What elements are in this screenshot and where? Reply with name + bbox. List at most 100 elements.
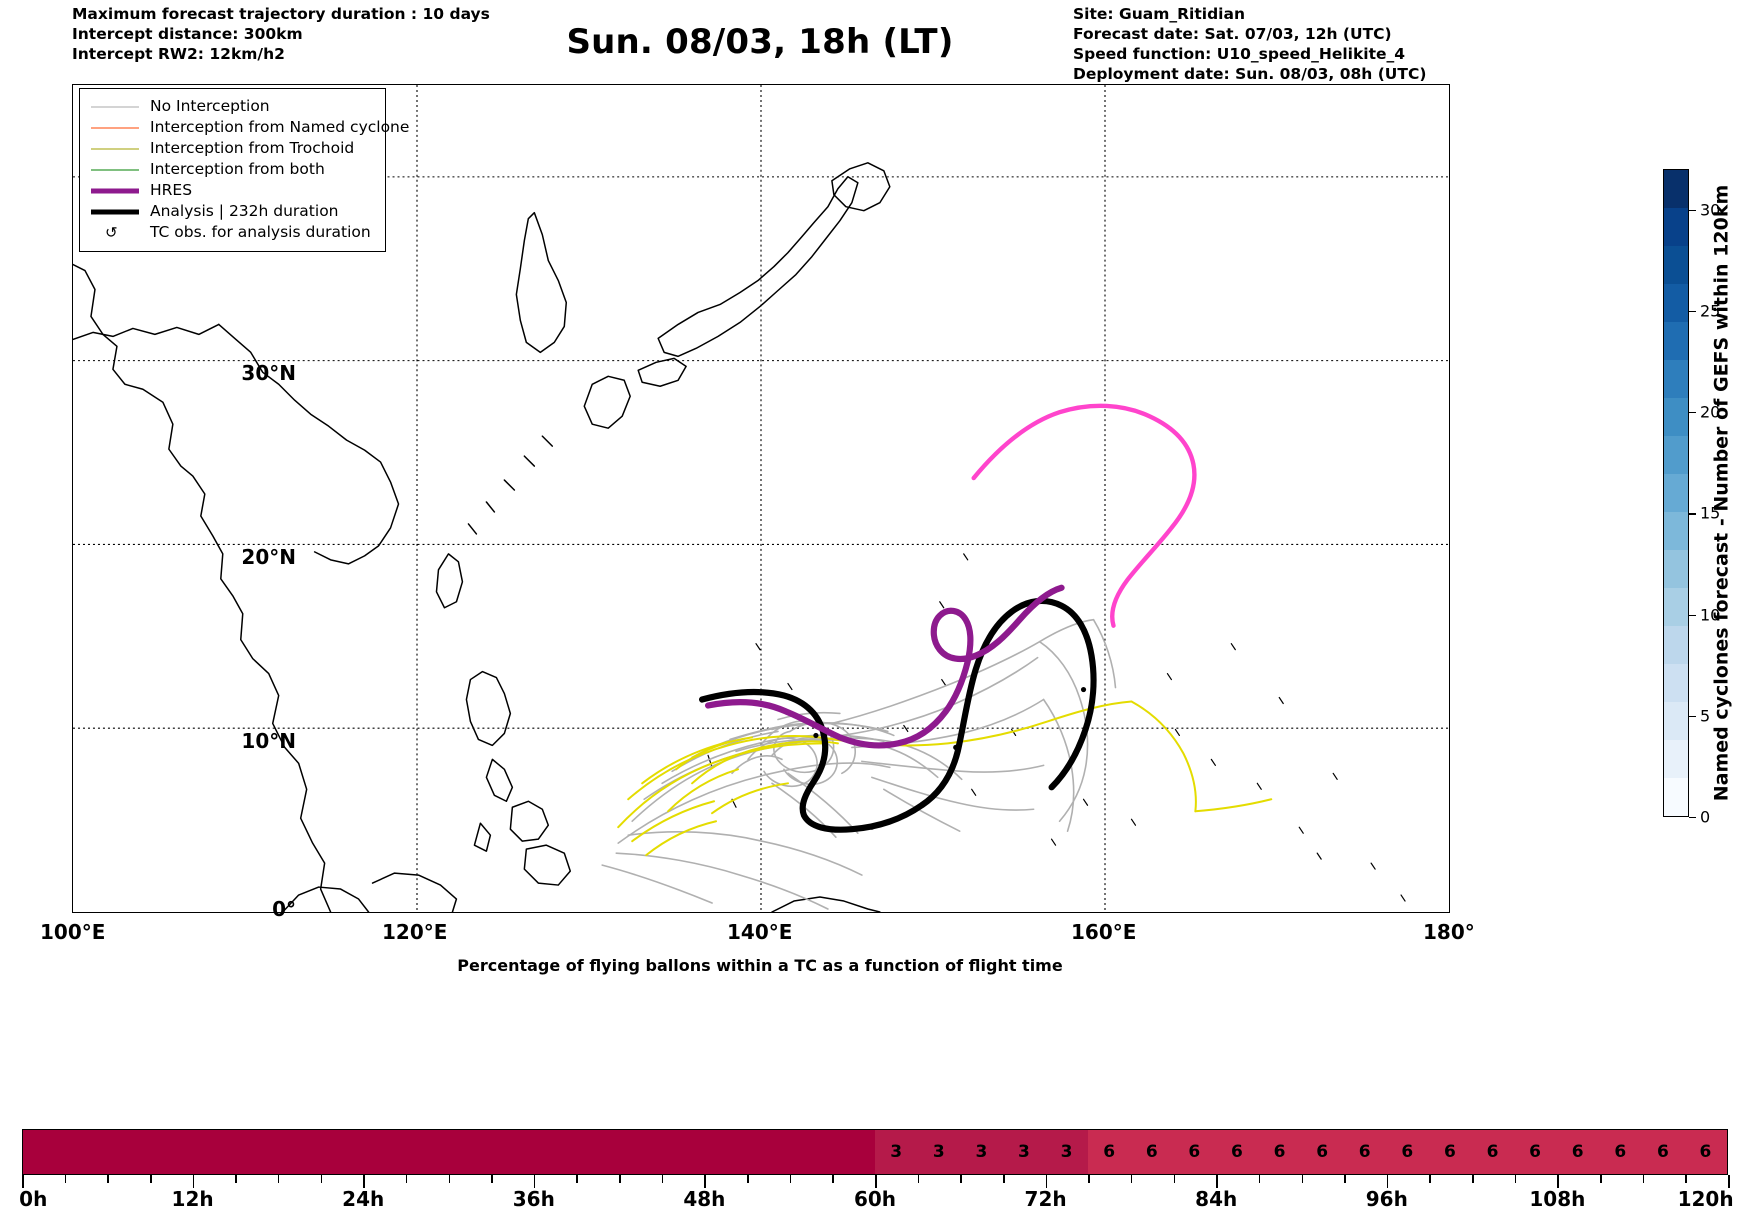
percent-axis-label: 12h [171,1187,214,1211]
percent-axis-tick [1173,1175,1176,1183]
legend-item-3[interactable]: Interception from both [89,159,376,180]
percent-axis-tick [1301,1175,1304,1183]
colorbar-segment [1664,550,1688,588]
legend-line-swatch [89,184,141,198]
percent-bar-cell[interactable] [747,1130,790,1174]
percent-bar-cell[interactable] [406,1130,449,1174]
percent-bar-cell[interactable] [23,1130,66,1174]
colorbar-tick [1689,817,1696,819]
header-left-info: Maximum forecast trajectory duration : 1… [72,4,490,64]
lon-tick-100: 100°E [40,920,106,944]
gefs-colorbar[interactable]: 0 5 10 15 20 25 30 [1663,169,1720,827]
colorbar-tick-label: 10 [1700,605,1721,624]
percent-bar-cell[interactable]: 3 [1045,1130,1088,1174]
percent-axis-tick [619,1175,621,1183]
colorbar-segment [1664,170,1688,208]
percent-axis-tick [1216,1175,1218,1188]
legend-line [91,106,139,107]
percent-bar-cell[interactable] [448,1130,492,1174]
percent-bar-cell[interactable] [108,1130,151,1174]
lat-tick-0: 0° [272,897,296,921]
percent-bar-cell[interactable]: 6 [1173,1130,1216,1174]
percent-axis-tick [235,1175,237,1183]
percent-bar-cell[interactable]: 6 [1513,1130,1557,1174]
percent-bar-cell[interactable] [193,1130,236,1174]
percent-bar-cell[interactable] [661,1130,705,1174]
colorbar-segment [1664,740,1688,778]
legend-item-0[interactable]: No Interception [89,96,376,117]
percent-axis-tick [533,1175,536,1188]
percent-bar-cell[interactable]: 3 [917,1130,961,1174]
percent-bar-cell[interactable]: 6 [1258,1130,1301,1174]
percent-bar-cell[interactable]: 6 [1598,1130,1642,1174]
cyclone-glyph-icon: ↺ [105,223,118,241]
percent-bar-cell[interactable] [65,1130,109,1174]
percent-bar-cell[interactable] [363,1130,407,1174]
percent-bar-cell[interactable]: 3 [874,1130,918,1174]
percent-axis-tick [1002,1175,1005,1183]
percent-axis-tick [704,1175,706,1188]
colorbar-tick [1689,513,1696,515]
percent-bar-cell[interactable] [832,1130,875,1174]
percent-axis-label: 60h [853,1187,897,1211]
percent-axis-tick [875,1175,877,1188]
percent-bar-cell[interactable] [278,1130,322,1174]
percent-bar-cell[interactable]: 6 [1087,1130,1131,1174]
percent-bar-cell[interactable] [321,1130,364,1174]
percent-bar-cell[interactable]: 6 [1215,1130,1259,1174]
legend-item-5[interactable]: Analysis | 232h duration [89,201,376,222]
percent-bar-cell[interactable] [619,1130,662,1174]
percent-bar-cell[interactable]: 3 [1002,1130,1046,1174]
percent-axis-tick [1728,1175,1730,1188]
percent-bar-cell[interactable] [789,1130,833,1174]
percent-axis-tick [22,1175,24,1188]
percent-bar-cell[interactable]: 6 [1471,1130,1514,1174]
colorbar-segment [1664,512,1688,550]
percent-axis-label: 108h [1529,1187,1586,1211]
percent-bar-cell[interactable] [704,1130,748,1174]
percent-axis-label: 96h [1365,1187,1408,1211]
legend-item-2[interactable]: Interception from Trochoid [89,138,376,159]
hres-track [704,584,1065,749]
cyclone-icon: ↺ [89,223,141,241]
legend-item-6[interactable]: ↺ TC obs. for analysis duration [89,222,376,243]
percent-bar-cell[interactable]: 6 [1428,1130,1472,1174]
percent-bar-title: Percentage of flying ballons within a TC… [457,956,1063,975]
percent-bar-cell[interactable] [576,1130,620,1174]
percent-bar-cell[interactable]: 6 [1130,1130,1174,1174]
colorbar-tick-label: 5 [1700,706,1711,726]
colorbar-segment [1664,360,1688,398]
percent-bar-cell[interactable] [235,1130,279,1174]
colorbar-tick [1689,310,1696,313]
colorbar-segment [1664,322,1688,360]
legend-item-label: Interception from both [150,159,325,178]
legend-item-4[interactable]: HRES [89,180,376,201]
header-left-line-3: Intercept RW2: 12km/h2 [72,45,285,64]
legend-item-label: Analysis | 232h duration [150,201,339,220]
percent-bar-cell[interactable]: 6 [1343,1130,1386,1174]
percent-bar-cell[interactable] [150,1130,194,1174]
percent-bar-cell[interactable] [491,1130,535,1174]
percent-axis-tick [1472,1175,1474,1183]
percent-bar-cell[interactable]: 6 [1556,1130,1599,1174]
map-legend[interactable]: No Interception Interception from Named c… [79,88,409,252]
percent-axis-tick [960,1175,962,1183]
percent-bar-cell[interactable]: 6 [1641,1130,1685,1174]
percent-bar-cell[interactable]: 6 [1300,1130,1344,1174]
percent-axis-label: 84h [1195,1187,1238,1211]
percent-bar-cell[interactable] [534,1130,577,1174]
percent-axis-tick [1600,1175,1602,1183]
colorbar-tick-label: 25 [1700,301,1721,321]
colorbar-tick-label: 20 [1700,402,1721,422]
analysis-track [698,597,1097,833]
header-right-info: Site: Guam_Ritidian Forecast date: Sat. … [1073,4,1426,85]
percent-axis-tick [661,1175,664,1183]
percent-bar-cell[interactable]: 6 [1684,1130,1727,1174]
percent-axis-tick [1258,1175,1261,1183]
map-plot-area[interactable] [72,84,1450,913]
legend-item-1[interactable]: Interception from Named cyclone [89,117,409,138]
percent-bar-cell[interactable]: 3 [960,1130,1003,1174]
percent-bar-cell[interactable]: 6 [1386,1130,1429,1174]
colorbar-segment [1664,474,1688,512]
